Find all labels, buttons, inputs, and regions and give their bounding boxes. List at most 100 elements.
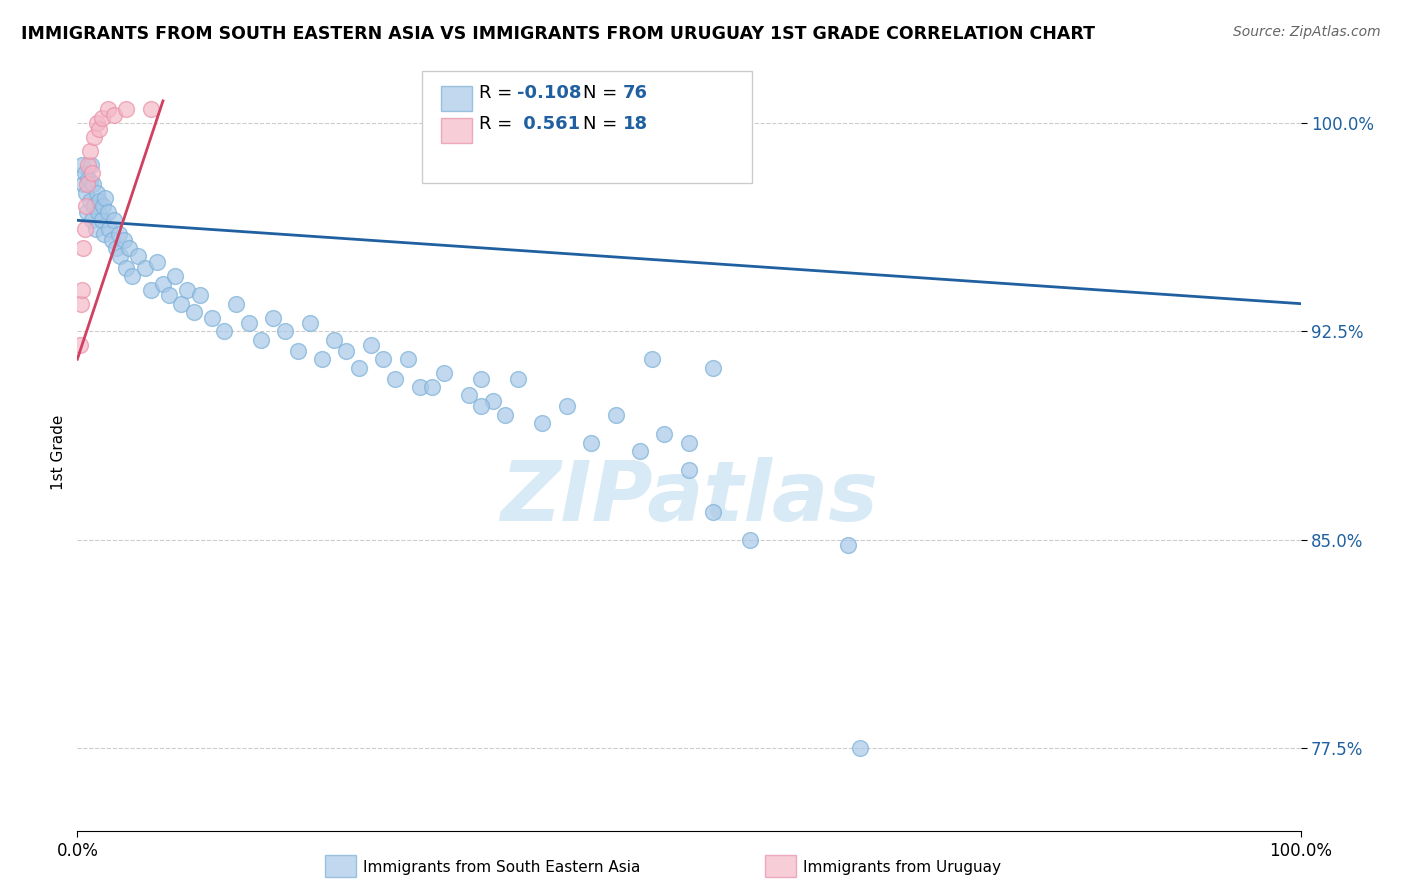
Point — [83, 130, 105, 145]
Point — [298, 316, 321, 330]
Point — [654, 427, 676, 442]
Point — [201, 310, 224, 325]
Point — [384, 371, 406, 385]
Point — [115, 102, 138, 116]
Point — [108, 227, 131, 242]
Point — [555, 400, 578, 414]
Point — [146, 255, 169, 269]
Text: 0.561: 0.561 — [517, 115, 581, 133]
Point — [93, 227, 115, 242]
Point — [274, 325, 297, 339]
Point — [75, 186, 97, 200]
Text: N =: N = — [583, 115, 623, 133]
Point — [97, 205, 120, 219]
Point — [371, 352, 394, 367]
Text: 76: 76 — [623, 84, 648, 102]
Point — [134, 260, 156, 275]
Point — [335, 343, 357, 358]
Point — [250, 333, 273, 347]
Point — [100, 233, 122, 247]
Point — [70, 283, 93, 297]
Point — [323, 333, 346, 347]
Point — [103, 213, 125, 227]
Point — [678, 463, 700, 477]
Point — [90, 111, 112, 125]
Point — [225, 296, 247, 310]
Point — [641, 352, 664, 367]
Point — [80, 166, 103, 180]
Point — [470, 400, 492, 414]
Point — [90, 213, 112, 227]
Point — [139, 102, 162, 116]
Point — [849, 741, 872, 756]
Point — [87, 205, 110, 219]
Point — [77, 158, 100, 172]
Point — [73, 221, 96, 235]
Point — [262, 310, 284, 325]
Point — [89, 194, 111, 208]
Point — [170, 296, 193, 310]
Text: Immigrants from Uruguay: Immigrants from Uruguay — [803, 860, 1001, 874]
Point — [482, 393, 505, 408]
Point — [69, 338, 91, 352]
Point — [433, 366, 456, 380]
Point — [360, 338, 382, 352]
Y-axis label: 1st Grade: 1st Grade — [51, 415, 66, 490]
Point — [495, 408, 517, 422]
Point — [84, 221, 107, 235]
Point — [72, 241, 94, 255]
Point — [740, 533, 762, 547]
Point — [105, 241, 128, 255]
Point — [238, 316, 260, 330]
Point — [287, 343, 309, 358]
Text: N =: N = — [583, 84, 623, 102]
Point — [420, 380, 443, 394]
Point — [457, 388, 479, 402]
Point — [72, 178, 94, 192]
Point — [98, 221, 121, 235]
Point — [628, 443, 651, 458]
Point — [678, 435, 700, 450]
Point — [103, 108, 125, 122]
Point — [77, 171, 100, 186]
Point — [97, 102, 120, 116]
Point — [506, 371, 529, 385]
Text: -0.108: -0.108 — [517, 84, 582, 102]
Point — [183, 305, 205, 319]
Point — [79, 194, 101, 208]
Point — [165, 268, 187, 283]
Text: IMMIGRANTS FROM SOUTH EASTERN ASIA VS IMMIGRANTS FROM URUGUAY 1ST GRADE CORRELAT: IMMIGRANTS FROM SOUTH EASTERN ASIA VS IM… — [21, 25, 1095, 43]
Point — [702, 360, 724, 375]
Point — [118, 241, 141, 255]
Text: ZIPatlas: ZIPatlas — [501, 458, 877, 538]
Point — [86, 186, 108, 200]
Point — [89, 121, 111, 136]
Point — [94, 191, 117, 205]
Point — [396, 352, 419, 367]
Point — [115, 260, 138, 275]
Text: Immigrants from South Eastern Asia: Immigrants from South Eastern Asia — [363, 860, 640, 874]
Point — [83, 199, 105, 213]
Point — [80, 213, 103, 227]
Point — [212, 325, 235, 339]
Point — [79, 174, 101, 188]
Point — [152, 277, 174, 292]
Text: 18: 18 — [623, 115, 648, 133]
Text: Source: ZipAtlas.com: Source: ZipAtlas.com — [1233, 25, 1381, 39]
Point — [86, 116, 108, 130]
Point — [82, 178, 104, 192]
Point — [702, 505, 724, 519]
Text: R =: R = — [479, 115, 519, 133]
Point — [531, 416, 554, 430]
Point — [127, 249, 149, 263]
Point — [112, 233, 135, 247]
Point — [605, 408, 627, 422]
Point — [579, 435, 602, 450]
Point — [470, 371, 492, 385]
Point — [70, 296, 93, 310]
Point — [188, 288, 211, 302]
Point — [108, 249, 131, 263]
Point — [70, 158, 93, 172]
Text: R =: R = — [479, 84, 519, 102]
Point — [311, 352, 333, 367]
